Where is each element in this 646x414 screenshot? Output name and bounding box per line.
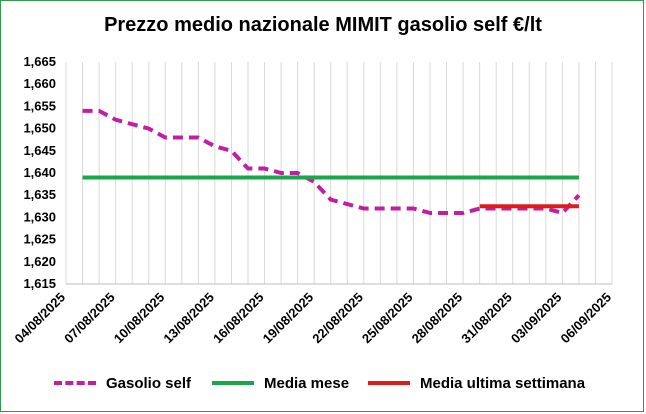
x-tick-label: 19/08/2025 xyxy=(260,290,317,347)
y-tick-label: 1,665 xyxy=(23,54,56,69)
legend-swatch xyxy=(54,381,96,385)
legend-label: Media mese xyxy=(264,374,350,392)
y-tick-label: 1,620 xyxy=(23,254,56,269)
x-tick-label: 16/08/2025 xyxy=(210,290,267,347)
y-tick-label: 1,655 xyxy=(23,98,56,113)
x-tick-label: 06/09/2025 xyxy=(557,290,614,347)
x-tick-label: 07/08/2025 xyxy=(61,290,118,347)
x-tick-label: 13/08/2025 xyxy=(160,290,217,347)
y-tick-label: 1,615 xyxy=(23,276,56,291)
chart-legend: Gasolio self Media mese Media ultima set… xyxy=(0,372,646,394)
legend-item-media-ultima-settimana: Media ultima settimana xyxy=(368,372,585,394)
x-tick-label: 31/08/2025 xyxy=(458,290,515,347)
legend-item-gasolio-self: Gasolio self xyxy=(54,372,191,394)
legend-label: Gasolio self xyxy=(106,374,192,392)
legend-item-media-mese: Media mese xyxy=(212,372,349,394)
chart-title: Prezzo medio nazionale MIMIT gasolio sel… xyxy=(104,14,542,36)
y-tick-label: 1,635 xyxy=(23,187,56,202)
x-tick-label: 04/08/2025 xyxy=(11,290,68,347)
y-tick-label: 1,650 xyxy=(23,121,56,136)
y-tick-label: 1,645 xyxy=(23,143,56,158)
y-tick-label: 1,630 xyxy=(23,209,56,224)
y-tick-label: 1,625 xyxy=(23,232,56,247)
series-line-gasolio-self xyxy=(82,108,581,215)
legend-label: Media ultima settimana xyxy=(420,374,586,392)
y-tick-label: 1,660 xyxy=(23,76,56,91)
x-tick-label: 25/08/2025 xyxy=(359,290,416,347)
y-tick-label: 1,640 xyxy=(23,165,56,180)
x-tick-label: 22/08/2025 xyxy=(309,290,366,347)
x-tick-label: 10/08/2025 xyxy=(111,290,168,347)
legend-swatch xyxy=(212,381,254,385)
x-tick-label: 03/09/2025 xyxy=(508,290,565,347)
x-tick-label: 28/08/2025 xyxy=(409,290,466,347)
legend-swatch xyxy=(368,381,410,385)
